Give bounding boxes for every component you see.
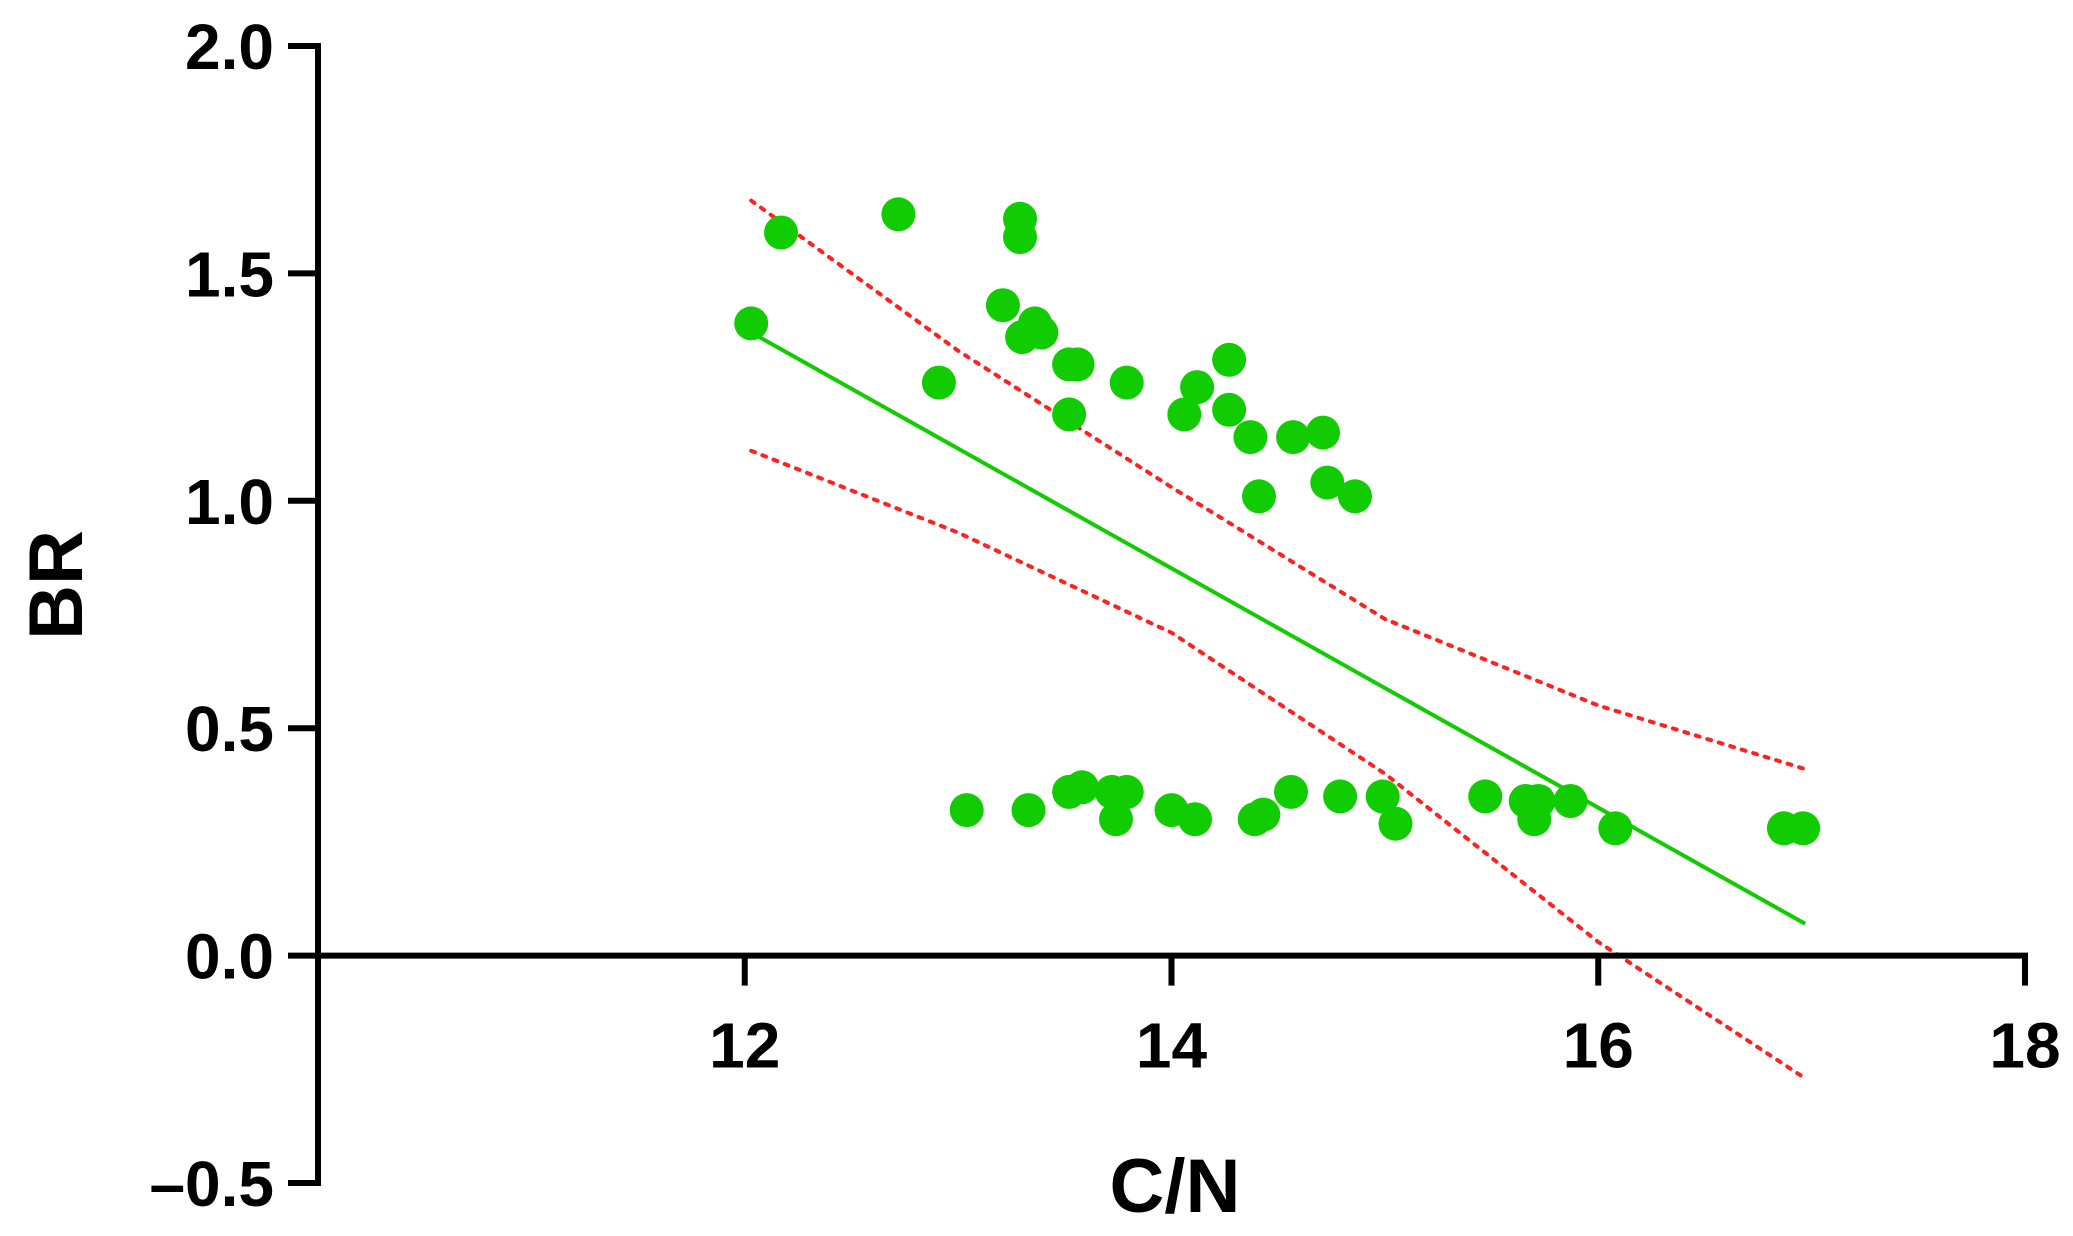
data-point [1365, 779, 1400, 814]
data-point [1180, 370, 1215, 405]
data-point [1276, 420, 1311, 455]
ci-upper-line [749, 198, 1808, 772]
data-point [1109, 365, 1144, 400]
data-point [1786, 811, 1821, 846]
data-point [1310, 465, 1345, 500]
x-axis-title: C/N [1110, 1144, 1241, 1229]
data-point [1064, 770, 1099, 805]
x-tick-label: 16 [1563, 1010, 1634, 1082]
y-tick-label: 0.5 [185, 693, 274, 765]
data-point [1099, 802, 1133, 837]
y-tick-label: –0.5 [149, 1148, 274, 1220]
data-point [1468, 779, 1503, 814]
x-tick-label: 12 [709, 1010, 780, 1082]
data-point [1003, 220, 1037, 254]
data-point [1052, 397, 1087, 432]
data-point [1306, 415, 1340, 450]
regression-line-group [750, 330, 1807, 926]
data-point [1323, 779, 1358, 814]
data-point [734, 306, 769, 341]
data-point [1246, 797, 1281, 832]
regression-line [750, 330, 1807, 926]
data-point [1109, 774, 1144, 809]
data-point [1598, 811, 1633, 846]
data-point [1233, 420, 1268, 455]
data-point [764, 215, 798, 250]
y-tick-label: 1.5 [185, 238, 274, 310]
confidence-band [749, 198, 1808, 1081]
data-point [1338, 479, 1372, 514]
data-point [1212, 342, 1247, 377]
data-point [1011, 793, 1046, 828]
data-point [949, 793, 984, 828]
data-point [1378, 806, 1413, 841]
data-point [1212, 392, 1247, 427]
data-point [1060, 347, 1095, 382]
y-tick-label: 0.0 [185, 921, 274, 993]
data-point [1517, 802, 1552, 837]
data-points [734, 197, 1821, 846]
axes: –0.5 0.0 0.5 1.0 1.5 2.0 12 14 16 18 [149, 11, 2060, 1220]
y-tick-label: 2.0 [185, 11, 274, 83]
data-point [921, 365, 956, 400]
ci-lower-line [749, 448, 1808, 1081]
axis-labels: C/N BR [14, 530, 1240, 1229]
x-tick-label: 18 [1989, 1010, 2060, 1082]
data-point [1005, 320, 1040, 355]
x-tick-label: 14 [1136, 1010, 1208, 1082]
y-axis-title: BR [14, 530, 99, 640]
data-point [1274, 774, 1308, 809]
data-point [1167, 397, 1202, 432]
data-point [1242, 479, 1276, 514]
data-point [881, 197, 916, 232]
y-tick-label: 1.0 [185, 466, 274, 538]
data-point [1178, 802, 1212, 837]
data-point [1553, 784, 1588, 818]
data-point [985, 288, 1020, 323]
